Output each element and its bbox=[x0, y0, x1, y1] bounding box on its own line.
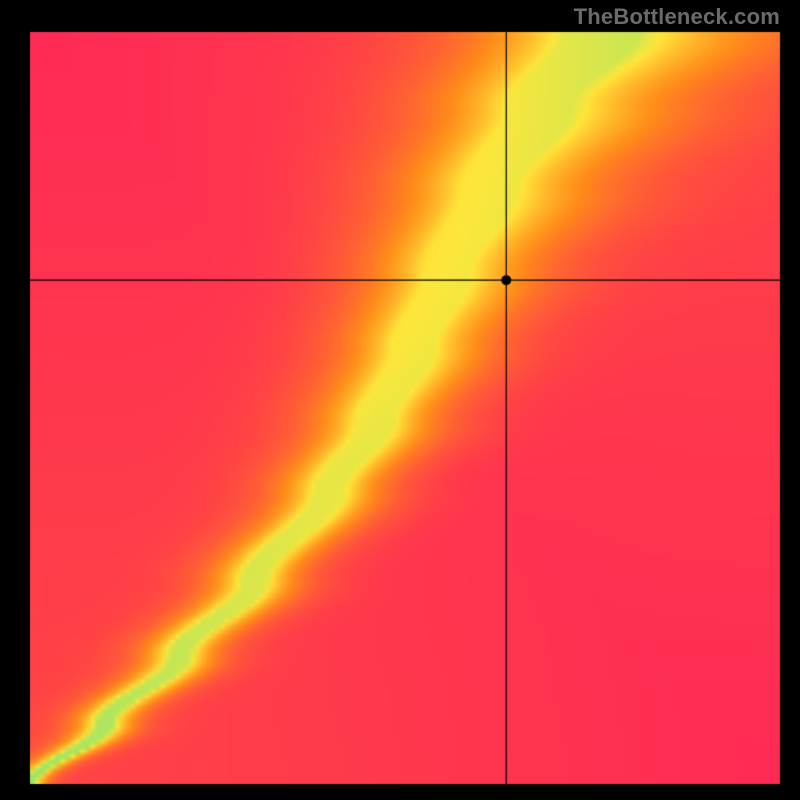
watermark-text: TheBottleneck.com bbox=[574, 4, 780, 30]
crosshair-overlay[interactable] bbox=[0, 0, 800, 800]
